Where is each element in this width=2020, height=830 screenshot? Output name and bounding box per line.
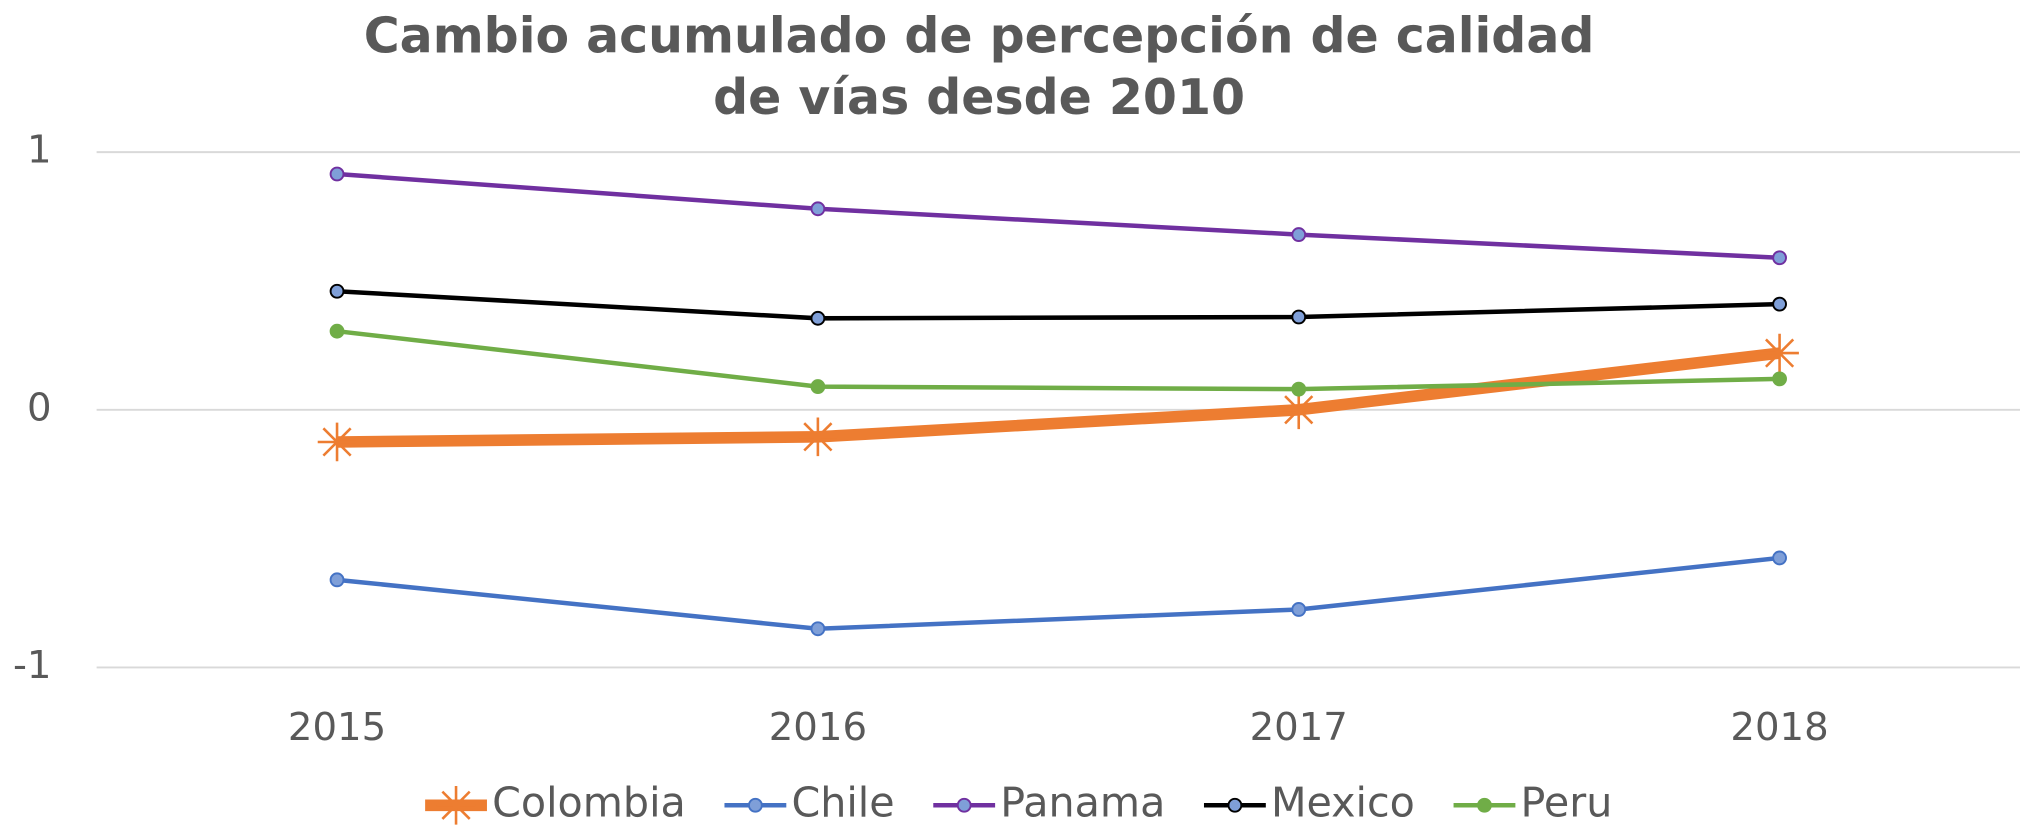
marker xyxy=(810,201,826,217)
x-tick-label: 2016 xyxy=(769,705,867,750)
series-line xyxy=(336,289,1780,321)
legend-label: Chile xyxy=(791,778,894,826)
marker xyxy=(329,283,345,299)
marker xyxy=(810,310,826,326)
legend-marker xyxy=(1477,797,1492,813)
marker xyxy=(1291,309,1307,325)
marker xyxy=(317,422,357,462)
y-tick-label: -1 xyxy=(13,643,52,688)
marker xyxy=(1279,390,1319,430)
series-line xyxy=(336,347,1781,448)
series-line xyxy=(336,328,1780,392)
marker xyxy=(798,417,838,457)
y-tick-label: 1 xyxy=(27,128,52,173)
series-line xyxy=(336,171,1780,261)
legend-label: Colombia xyxy=(492,778,686,826)
series-line xyxy=(336,555,1780,632)
marker xyxy=(329,166,345,182)
marker xyxy=(329,572,345,588)
y-tick-label: 0 xyxy=(27,385,52,430)
legend-marker xyxy=(747,797,763,813)
legend-marker xyxy=(1227,797,1243,813)
legend-marker xyxy=(436,785,476,825)
legend-label: Panama xyxy=(1000,778,1165,826)
marker xyxy=(1772,296,1787,312)
x-tick-label: 2018 xyxy=(1730,705,1828,750)
x-tick-label: 2017 xyxy=(1250,705,1348,750)
legend-label: Mexico xyxy=(1271,778,1415,826)
marker xyxy=(810,379,826,394)
marker xyxy=(1291,227,1307,242)
marker xyxy=(1772,550,1787,566)
marker xyxy=(1772,250,1787,266)
marker xyxy=(1772,371,1787,387)
legend-label: Peru xyxy=(1521,778,1613,826)
marker xyxy=(1760,333,1799,373)
chart-title: Cambio acumulado de percepción de calida… xyxy=(364,7,1595,64)
chart-title: de vías desde 2010 xyxy=(713,69,1245,126)
marker xyxy=(329,323,345,339)
marker xyxy=(810,621,826,637)
marker xyxy=(1291,602,1307,617)
x-tick-label: 2015 xyxy=(288,705,386,750)
legend-marker xyxy=(956,797,972,813)
marker xyxy=(1291,381,1307,397)
